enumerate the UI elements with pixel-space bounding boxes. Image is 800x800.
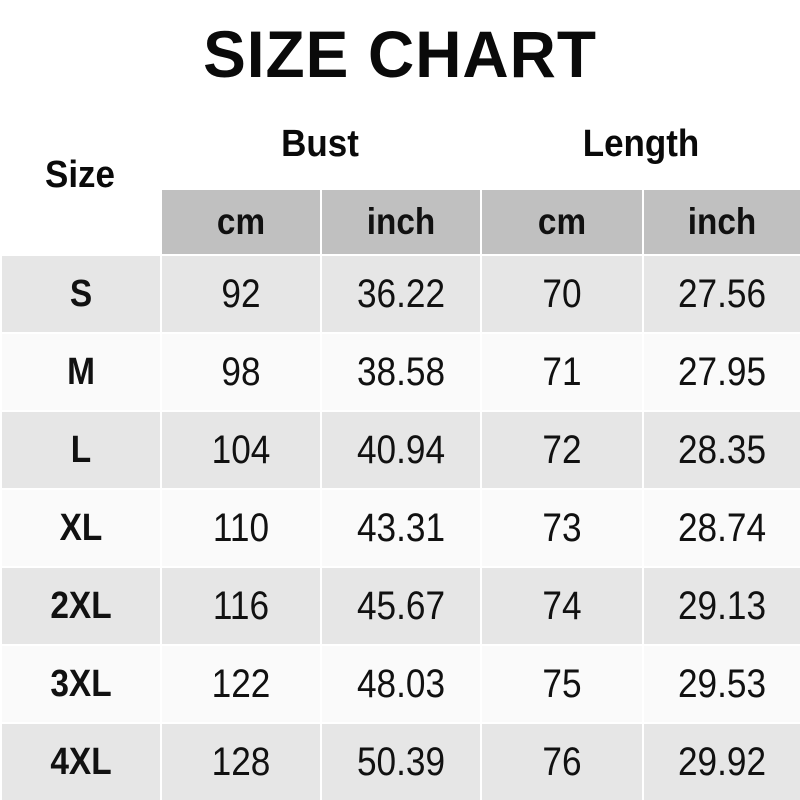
cell-bust-cm-text: 110 — [212, 505, 270, 550]
cell-length-cm: 72 — [482, 412, 642, 488]
cell-bust-cm-text: 122 — [211, 661, 271, 706]
group-header-size: Size — [45, 154, 115, 196]
header-label-length-cm: cm — [537, 201, 587, 242]
cell-bust-inch: 36.22 — [322, 256, 480, 332]
cell-bust-cm: 128 — [162, 724, 320, 800]
cell-length-inch-text: 28.35 — [677, 427, 767, 472]
cell-length-inch: 28.74 — [644, 490, 800, 566]
header-cell-bust-inch: inch — [322, 190, 480, 254]
cell-length-cm-text: 75 — [542, 661, 582, 706]
cell-length-inch-text: 27.56 — [677, 271, 767, 316]
cell-size-text: L — [70, 428, 92, 471]
group-header-bust: Bust — [281, 123, 359, 165]
page-title: SIZE CHART — [203, 17, 597, 91]
table-row: S 92 36.22 70 27.56 — [2, 256, 800, 332]
cell-bust-inch: 38.58 — [322, 334, 480, 410]
cell-length-cm-text: 73 — [542, 505, 582, 550]
header-cell-length-inch: inch — [644, 190, 800, 254]
cell-length-cm-text: 76 — [542, 739, 582, 784]
cell-bust-cm-text: 92 — [221, 271, 261, 316]
cell-bust-inch: 40.94 — [322, 412, 480, 488]
cell-length-inch: 29.13 — [644, 568, 800, 644]
cell-length-inch: 27.95 — [644, 334, 800, 410]
cell-size: 4XL — [2, 724, 160, 800]
cell-bust-inch-text: 45.67 — [356, 583, 446, 628]
cell-bust-cm: 98 — [162, 334, 320, 410]
table-header-row: cm inch cm inch — [2, 190, 800, 254]
cell-length-cm-text: 70 — [542, 271, 582, 316]
cell-length-inch: 27.56 — [644, 256, 800, 332]
cell-length-inch: 29.92 — [644, 724, 800, 800]
cell-bust-inch: 43.31 — [322, 490, 480, 566]
cell-length-cm: 76 — [482, 724, 642, 800]
cell-size: L — [2, 412, 160, 488]
cell-size: M — [2, 334, 160, 410]
table-row: 2XL 116 45.67 74 29.13 — [2, 568, 800, 644]
cell-bust-inch-text: 36.22 — [356, 271, 446, 316]
table-row: M 98 38.58 71 27.95 — [2, 334, 800, 410]
cell-size-text: 3XL — [50, 662, 112, 705]
table-row: 4XL 128 50.39 76 29.92 — [2, 724, 800, 800]
cell-length-inch: 29.53 — [644, 646, 800, 722]
cell-size: 2XL — [2, 568, 160, 644]
cell-bust-inch: 48.03 — [322, 646, 480, 722]
cell-size-text: M — [67, 350, 95, 393]
cell-bust-cm-text: 98 — [221, 349, 261, 394]
cell-size-text: 2XL — [50, 584, 112, 627]
cell-length-inch-text: 29.92 — [677, 739, 767, 784]
cell-length-cm: 70 — [482, 256, 642, 332]
cell-size: 3XL — [2, 646, 160, 722]
cell-size: S — [2, 256, 160, 332]
cell-bust-inch-text: 38.58 — [356, 349, 446, 394]
header-label-bust-inch: inch — [366, 201, 436, 242]
cell-bust-inch: 45.67 — [322, 568, 480, 644]
cell-length-inch-text: 29.13 — [677, 583, 767, 628]
cell-length-inch: 28.35 — [644, 412, 800, 488]
group-header-length: Length — [582, 123, 700, 165]
cell-length-inch-text: 29.53 — [677, 661, 767, 706]
header-label-length-inch: inch — [687, 201, 757, 242]
cell-bust-inch: 50.39 — [322, 724, 480, 800]
cell-bust-cm: 110 — [162, 490, 320, 566]
cell-length-cm: 73 — [482, 490, 642, 566]
cell-bust-inch-text: 43.31 — [356, 505, 446, 550]
cell-length-cm-text: 71 — [542, 349, 582, 394]
table-row: 3XL 122 48.03 75 29.53 — [2, 646, 800, 722]
cell-bust-cm: 92 — [162, 256, 320, 332]
cell-bust-inch-text: 50.39 — [356, 739, 446, 784]
cell-size-text: 4XL — [50, 740, 112, 783]
table-row: XL 110 43.31 73 28.74 — [2, 490, 800, 566]
cell-bust-cm: 122 — [162, 646, 320, 722]
cell-bust-cm: 116 — [162, 568, 320, 644]
table-row: L 104 40.94 72 28.35 — [2, 412, 800, 488]
header-label-bust-cm: cm — [216, 201, 266, 242]
cell-bust-inch-text: 48.03 — [356, 661, 446, 706]
cell-bust-cm-text: 104 — [211, 427, 271, 472]
cell-bust-inch-text: 40.94 — [356, 427, 446, 472]
cell-length-inch-text: 28.74 — [677, 505, 767, 550]
cell-length-cm: 75 — [482, 646, 642, 722]
header-cell-bust-cm: cm — [162, 190, 320, 254]
header-cell-length-cm: cm — [482, 190, 642, 254]
cell-size-text: S — [69, 272, 93, 315]
cell-length-cm-text: 72 — [542, 427, 582, 472]
cell-size-text: XL — [59, 506, 103, 549]
cell-bust-cm-text: 116 — [212, 583, 270, 628]
size-chart-table: cm inch cm inch S 92 — [0, 188, 800, 800]
cell-length-cm-text: 74 — [542, 583, 582, 628]
header-cell-corner — [2, 190, 160, 254]
cell-size: XL — [2, 490, 160, 566]
cell-bust-cm: 104 — [162, 412, 320, 488]
cell-length-cm: 71 — [482, 334, 642, 410]
table-body: S 92 36.22 70 27.56 M — [2, 256, 800, 800]
cell-length-inch-text: 27.95 — [677, 349, 767, 394]
cell-bust-cm-text: 128 — [211, 739, 271, 784]
cell-length-cm: 74 — [482, 568, 642, 644]
